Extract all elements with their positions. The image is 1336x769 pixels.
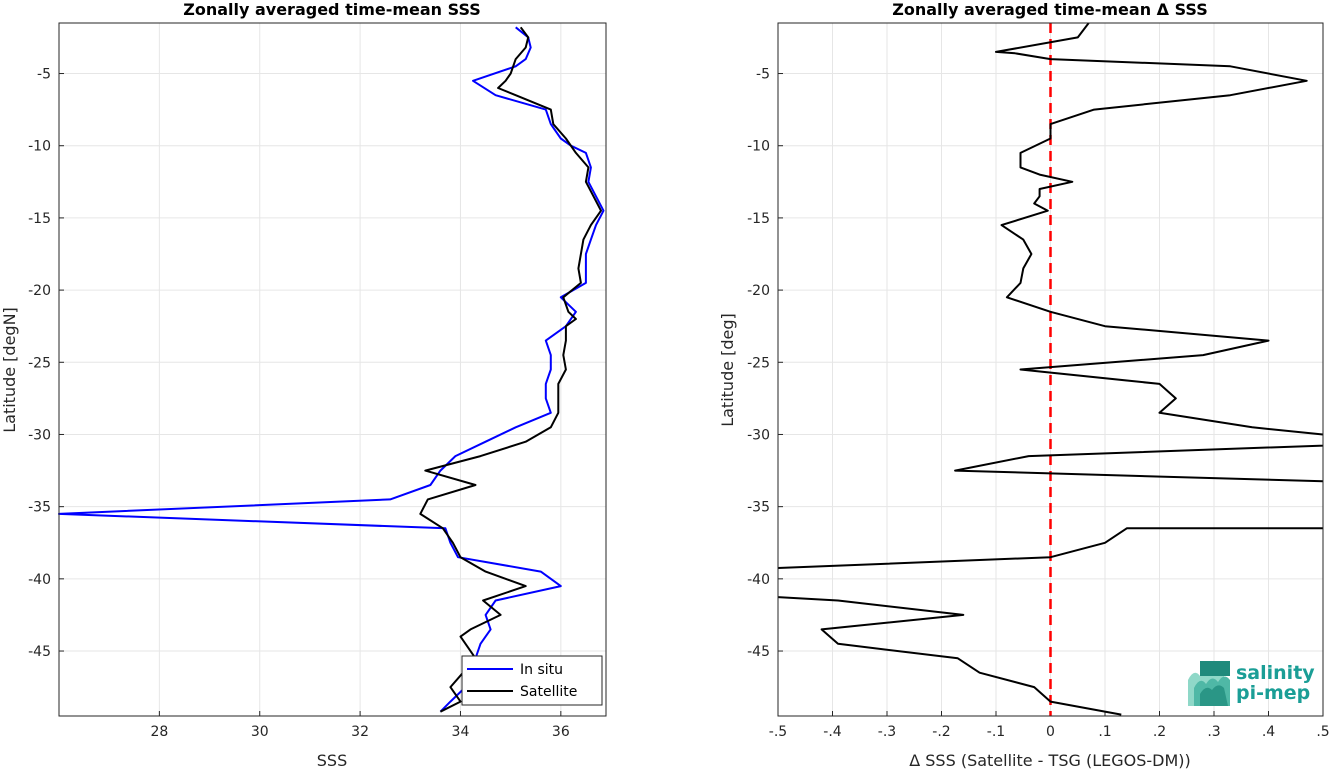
left-x-tick-label: 28 — [150, 724, 168, 740]
legend: In situ Satellite — [461, 655, 603, 706]
left-y-axis-label: Latitude [degN] — [0, 307, 19, 433]
right-x-tick-label: 0 — [1046, 724, 1055, 740]
right-y-tick-label: -45 — [747, 644, 770, 660]
left-series-line-in-situ — [58, 26, 605, 713]
right-x-tick-label: .2 — [1153, 724, 1166, 740]
left-x-tick-label: 30 — [251, 724, 269, 740]
right-y-axis-label: Latitude [deg] — [718, 313, 737, 427]
right-x-tick-label: .5 — [1316, 724, 1329, 740]
right-series-group — [778, 23, 1323, 716]
right-x-tick-label: -.1 — [987, 724, 1005, 740]
right-chart-panel: -.5 -.4 -.3 -.2 -.1 0 .1 .2 .3 .4 .5 -5 -10 -15 -20 -25… — [718, 0, 1330, 769]
left-x-tick-label: 32 — [351, 724, 369, 740]
right-x-tick-label: .4 — [1262, 724, 1275, 740]
left-y-tick-label: -15 — [28, 211, 51, 227]
left-y-tick-label: -10 — [28, 139, 51, 155]
left-y-tick-label: -25 — [28, 355, 51, 371]
left-y-tick-label: -45 — [28, 644, 51, 660]
left-chart-title: Zonally averaged time-mean SSS — [183, 0, 481, 19]
right-y-tick-label: -35 — [747, 500, 770, 516]
right-x-tick-label: .1 — [1098, 724, 1111, 740]
legend-label-in-situ: In situ — [520, 662, 563, 678]
right-y-tick-label: -25 — [747, 355, 770, 371]
left-y-tick-label: -40 — [28, 572, 51, 588]
right-x-tick-label: -.5 — [769, 724, 787, 740]
left-tick-labels: 28 30 32 34 36 -5 -10 -15 -20 -25 -30 -35 -40 -45 — [28, 67, 570, 740]
right-y-tick-label: -5 — [756, 67, 770, 83]
right-y-tick-label: -20 — [747, 283, 770, 299]
right-x-tick-label: -.2 — [932, 724, 950, 740]
left-x-tick-label: 34 — [452, 724, 470, 740]
right-x-tick-label: .3 — [1207, 724, 1220, 740]
logo-text-line2: pi-mep — [1236, 682, 1310, 704]
right-x-tick-label: -.3 — [878, 724, 896, 740]
left-y-tick-label: -30 — [28, 427, 51, 443]
right-x-axis-label: Δ SSS (Satellite - TSG (LEGOS-DM)) — [909, 751, 1191, 769]
right-y-tick-label: -30 — [747, 427, 770, 443]
left-y-tick-label: -5 — [37, 67, 51, 83]
left-series-line-satellite — [419, 26, 602, 713]
left-series-group — [58, 26, 605, 713]
left-y-tick-label: -20 — [28, 283, 51, 299]
right-tick-labels: -.5 -.4 -.3 -.2 -.1 0 .1 .2 .3 .4 .5 -5 -10 -15 -20 -25… — [747, 67, 1330, 740]
right-y-tick-label: -10 — [747, 139, 770, 155]
wave-logo-icon — [1188, 661, 1230, 706]
left-x-tick-label: 36 — [552, 724, 570, 740]
salinity-pi-mep-logo: salinity pi-mep — [1188, 661, 1315, 706]
right-chart-title: Zonally averaged time-mean Δ SSS — [892, 0, 1208, 19]
legend-label-satellite: Satellite — [520, 684, 577, 700]
left-y-tick-label: -35 — [28, 500, 51, 516]
logo-text-line1: salinity — [1236, 662, 1315, 684]
right-y-tick-label: -15 — [747, 211, 770, 227]
left-x-axis-label: SSS — [317, 751, 347, 769]
left-chart-panel: 28 30 32 34 36 -5 -10 -15 -20 -25 -30 -35 -40 -45 Zon… — [0, 0, 607, 769]
right-series-line-delta-sss — [778, 23, 1323, 716]
right-y-tick-label: -40 — [747, 572, 770, 588]
right-x-tick-label: -.4 — [823, 724, 842, 740]
